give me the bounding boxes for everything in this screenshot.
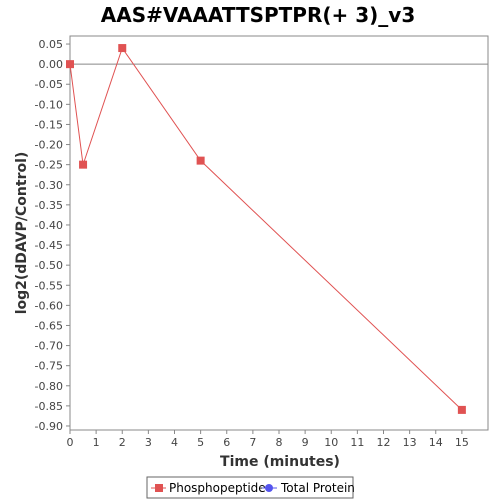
- x-tick-label: 10: [324, 436, 338, 449]
- y-tick-label: -0.45: [35, 239, 63, 252]
- x-tick-label: 13: [403, 436, 417, 449]
- x-tick-label: 8: [276, 436, 283, 449]
- y-tick-label: -0.10: [35, 98, 63, 111]
- y-tick-label: -0.35: [35, 199, 63, 212]
- x-tick-label: 3: [145, 436, 152, 449]
- y-tick-label: -0.50: [35, 259, 63, 272]
- x-tick-label: 1: [93, 436, 100, 449]
- data-point-phosphopeptide: [66, 60, 74, 69]
- y-tick-label: -0.65: [35, 319, 63, 332]
- y-axis-label: log2(dDAVP/Control): [14, 152, 30, 315]
- legend-label-phosphopeptide: Phosphopeptide: [169, 481, 266, 495]
- y-tick-label: -0.30: [35, 179, 63, 192]
- data-point-phosphopeptide: [196, 156, 205, 165]
- x-tick-label: 14: [429, 436, 443, 449]
- y-tick-label: -0.40: [35, 219, 63, 232]
- y-tick-label: -0.75: [35, 360, 63, 373]
- x-tick-label: 7: [249, 436, 256, 449]
- series-layer: [66, 44, 466, 414]
- x-tick-label: 2: [119, 436, 126, 449]
- x-tick-label: 15: [455, 436, 469, 449]
- data-point-phosphopeptide: [118, 44, 127, 53]
- y-tick-label: -0.60: [35, 299, 63, 312]
- x-axis-label: Time (minutes): [220, 454, 340, 470]
- y-tick-label: -0.55: [35, 279, 63, 292]
- x-tick-label: 9: [302, 436, 309, 449]
- x-tick-label: 5: [197, 436, 204, 449]
- y-tick-label: 0.05: [39, 38, 64, 51]
- plot-area: [69, 35, 489, 431]
- y-tick-label: -0.85: [35, 400, 63, 413]
- y-tick-label: -0.90: [35, 420, 63, 433]
- data-point-phosphopeptide: [79, 160, 88, 169]
- y-tick-label: 0.00: [39, 58, 64, 71]
- x-tick-label: 12: [377, 436, 391, 449]
- y-axis: 0.05 0.00 -0.05 -0.10 -0.15 -0.20 -0.25 -0.30 -0…: [35, 38, 70, 433]
- legend-marker-phosphopeptide: [155, 484, 163, 492]
- x-tick-label: 0: [67, 436, 74, 449]
- legend: Phosphopeptide Total Protein: [146, 476, 355, 499]
- chart-title: AAS#VAAATTSPTPR(+ 3)_v3: [101, 3, 416, 27]
- x-tick-label: 6: [223, 436, 230, 449]
- y-tick-label: -0.80: [35, 380, 63, 393]
- legend-label-total-protein: Total Protein: [280, 481, 355, 495]
- y-tick-label: -0.25: [35, 159, 63, 172]
- y-tick-label: -0.05: [35, 78, 63, 91]
- y-tick-label: -0.70: [35, 340, 63, 353]
- data-point-phosphopeptide: [457, 405, 466, 414]
- y-tick-label: -0.15: [35, 118, 63, 131]
- legend-box: [146, 476, 354, 499]
- x-tick-label: 4: [171, 436, 178, 449]
- x-axis: 0 1 2 3 4 5 6 7 8 9 10 11 12 13 14 15: [67, 430, 469, 449]
- legend-marker-total-protein: [265, 484, 273, 492]
- x-tick-label: 11: [350, 436, 364, 449]
- y-tick-label: -0.20: [35, 139, 63, 152]
